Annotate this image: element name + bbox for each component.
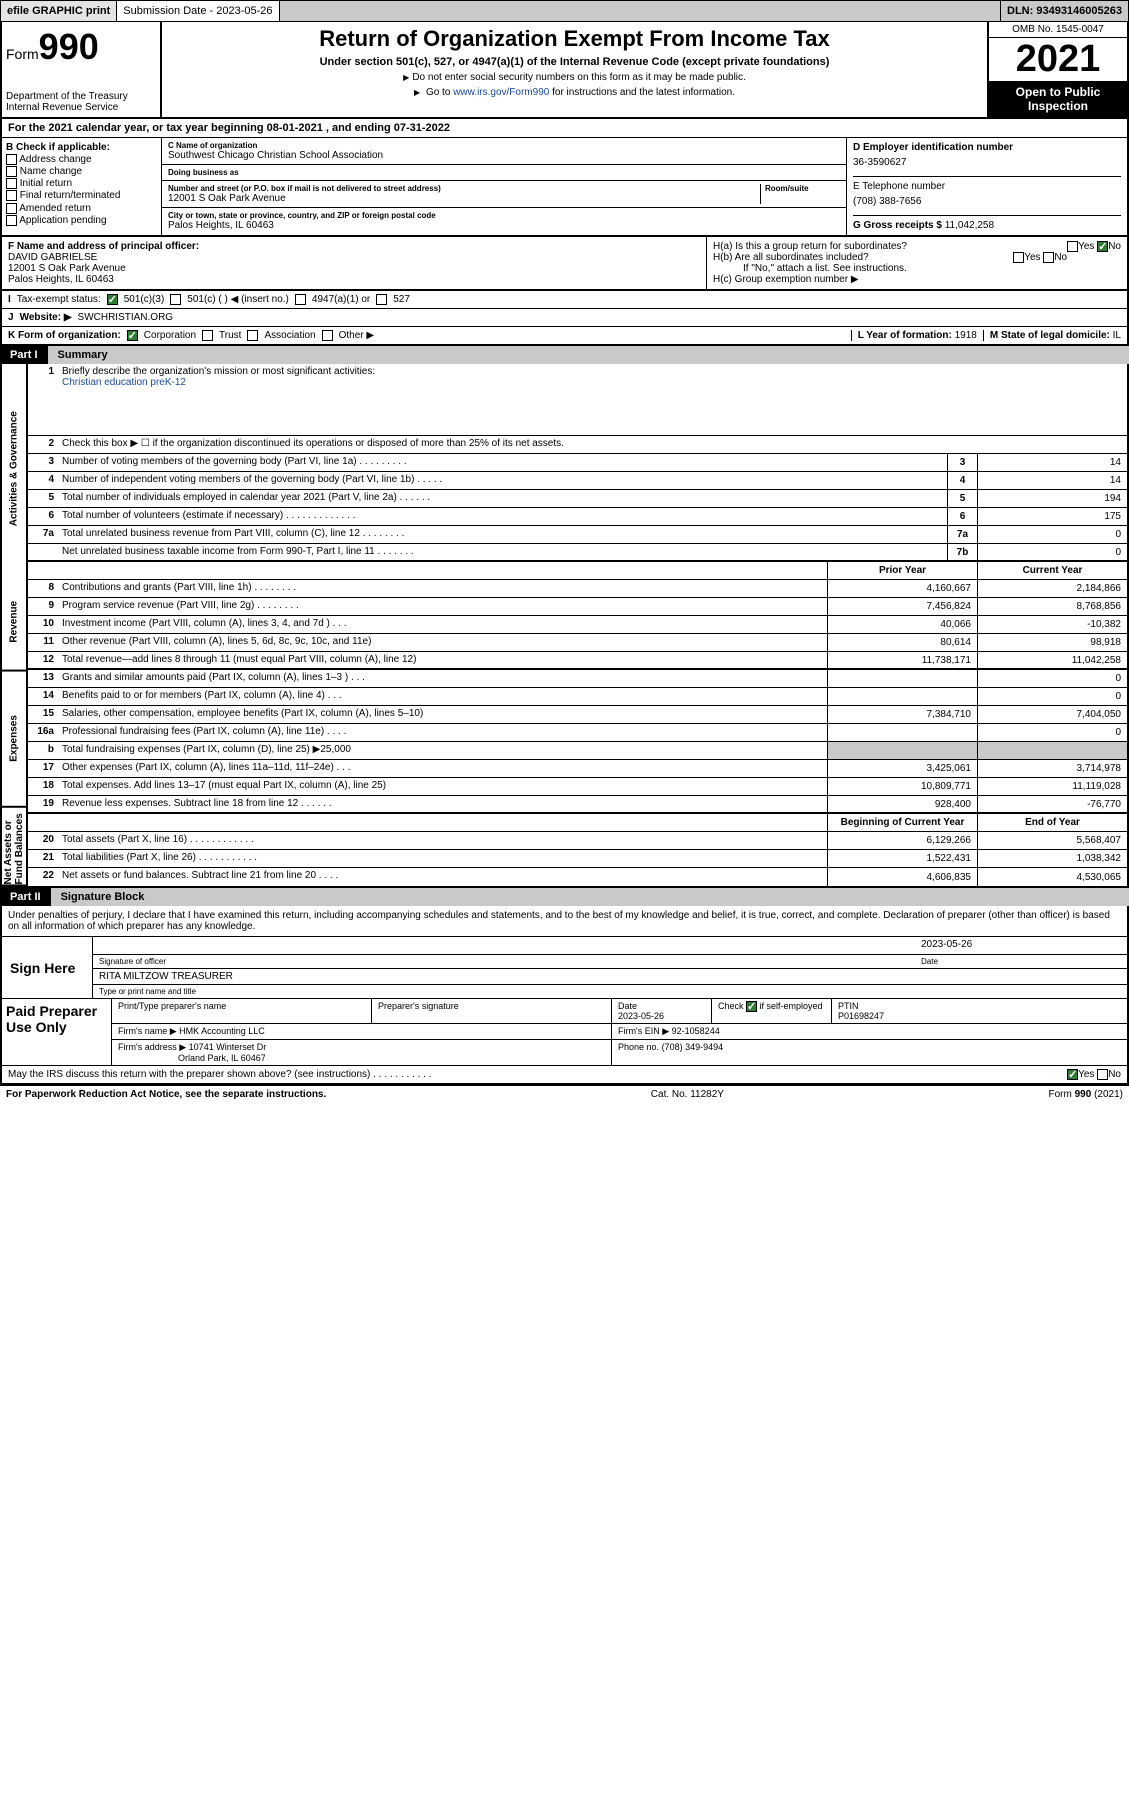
col-d-ein-tel: D Employer identification number 36-3590…	[847, 138, 1127, 235]
form-title: Return of Organization Exempt From Incom…	[170, 26, 979, 52]
boy-eoy-header: Beginning of Current YearEnd of Year	[28, 814, 1127, 832]
city-state-zip: Palos Heights, IL 60463	[168, 220, 840, 231]
line-9: 9Program service revenue (Part VIII, lin…	[28, 598, 1127, 616]
line-6: 6Total number of volunteers (estimate if…	[28, 508, 1127, 526]
street-address: 12001 S Oak Park Avenue	[168, 193, 760, 204]
line-5: 5Total number of individuals employed in…	[28, 490, 1127, 508]
chk-501c[interactable]	[170, 294, 181, 305]
chk-corp[interactable]	[127, 330, 138, 341]
row-i-tax-status: ITax-exempt status: 501(c)(3) 501(c) ( )…	[0, 291, 1129, 309]
note-ssn: Do not enter social security numbers on …	[170, 72, 979, 83]
section-bcdeg: B Check if applicable: Address change Na…	[0, 137, 1129, 237]
chk-trust[interactable]	[202, 330, 213, 341]
line-21: 21Total liabilities (Part X, line 26) . …	[28, 850, 1127, 868]
line-3: 3Number of voting members of the governi…	[28, 454, 1127, 472]
line-7a: 7aTotal unrelated business revenue from …	[28, 526, 1127, 544]
mission-text: Christian education preK-12	[62, 377, 186, 388]
submission-date: Submission Date - 2023-05-26	[117, 1, 279, 21]
chk-527[interactable]	[376, 294, 387, 305]
line-8: 8Contributions and grants (Part VIII, li…	[28, 580, 1127, 598]
chk-assoc[interactable]	[247, 330, 258, 341]
row-a-tax-year: For the 2021 calendar year, or tax year …	[0, 119, 1129, 137]
form-header: Form990 Department of the Treasury Inter…	[0, 22, 1129, 119]
line-7b: Net unrelated business taxable income fr…	[28, 544, 1127, 562]
summary-table: Activities & Governance Revenue Expenses…	[0, 364, 1129, 888]
chk-app-pending[interactable]: Application pending	[6, 215, 157, 226]
topbar: efile GRAPHIC print Submission Date - 20…	[0, 0, 1129, 22]
row-j-website: JWebsite: ▶ SWCHRISTIAN.ORG	[0, 309, 1129, 327]
discuss-row: May the IRS discuss this return with the…	[2, 1065, 1127, 1083]
chk-final-return[interactable]: Final return/terminated	[6, 190, 157, 201]
chk-other[interactable]	[322, 330, 333, 341]
tax-year: 2021	[989, 38, 1127, 81]
line-11: 11Other revenue (Part VIII, column (A), …	[28, 634, 1127, 652]
line-10: 10Investment income (Part VIII, column (…	[28, 616, 1127, 634]
efile-print-button[interactable]: efile GRAPHIC print	[1, 1, 117, 21]
line-12: 12Total revenue—add lines 8 through 11 (…	[28, 652, 1127, 670]
vlabel-expenses: Expenses	[2, 672, 26, 808]
line-15: 15Salaries, other compensation, employee…	[28, 706, 1127, 724]
line-16b: bTotal fundraising expenses (Part IX, co…	[28, 742, 1127, 760]
line-13: 13Grants and similar amounts paid (Part …	[28, 670, 1127, 688]
telephone: (708) 388-7656	[853, 192, 1121, 211]
gross-receipts: 11,042,258	[945, 220, 994, 231]
line-19: 19Revenue less expenses. Subtract line 1…	[28, 796, 1127, 814]
section-fh: F Name and address of principal officer:…	[0, 237, 1129, 291]
omb-number: OMB No. 1545-0047	[989, 22, 1127, 38]
chk-name-change[interactable]: Name change	[6, 166, 157, 177]
chk-amended[interactable]: Amended return	[6, 203, 157, 214]
chk-initial-return[interactable]: Initial return	[6, 178, 157, 189]
website[interactable]: SWCHRISTIAN.ORG	[78, 312, 174, 323]
principal-officer: F Name and address of principal officer:…	[2, 237, 707, 289]
signature-section: Under penalties of perjury, I declare th…	[0, 906, 1129, 1085]
ein: 36-3590627	[853, 153, 1121, 172]
line-1: 1 Briefly describe the organization's mi…	[28, 364, 1127, 436]
line-22: 22Net assets or fund balances. Subtract …	[28, 868, 1127, 886]
col-c-org-info: C Name of organization Southwest Chicago…	[162, 138, 847, 235]
group-return: H(a) Is this a group return for subordin…	[707, 237, 1127, 289]
form-number: Form990	[6, 26, 156, 68]
irs-link[interactable]: www.irs.gov/Form990	[453, 87, 549, 98]
vlabel-netassets: Net Assets or Fund Balances	[2, 808, 26, 886]
vlabel-governance: Activities & Governance	[2, 364, 26, 574]
line-4: 4Number of independent voting members of…	[28, 472, 1127, 490]
form-subtitle: Under section 501(c), 527, or 4947(a)(1)…	[170, 56, 979, 68]
open-inspection: Open to Public Inspection	[989, 81, 1127, 117]
line-16a: 16aProfessional fundraising fees (Part I…	[28, 724, 1127, 742]
chk-discuss-no[interactable]	[1097, 1069, 1108, 1080]
line-18: 18Total expenses. Add lines 13–17 (must …	[28, 778, 1127, 796]
vlabel-revenue: Revenue	[2, 574, 26, 672]
chk-4947[interactable]	[295, 294, 306, 305]
line-20: 20Total assets (Part X, line 16) . . . .…	[28, 832, 1127, 850]
dept-label: Department of the Treasury Internal Reve…	[6, 91, 156, 113]
line-14: 14Benefits paid to or for members (Part …	[28, 688, 1127, 706]
chk-501c3[interactable]	[107, 294, 118, 305]
org-name: Southwest Chicago Christian School Assoc…	[168, 150, 840, 161]
prior-current-header: Prior YearCurrent Year	[28, 562, 1127, 580]
sign-here-label: Sign Here	[2, 937, 92, 998]
col-b-checkboxes: B Check if applicable: Address change Na…	[2, 138, 162, 235]
perjury-declaration: Under penalties of perjury, I declare th…	[2, 906, 1127, 937]
chk-discuss-yes[interactable]	[1067, 1069, 1078, 1080]
part2-header: Part II Signature Block	[0, 888, 1129, 906]
paid-preparer: Paid Preparer Use Only Print/Type prepar…	[2, 998, 1127, 1065]
page-footer: For Paperwork Reduction Act Notice, see …	[0, 1085, 1129, 1103]
part1-header: Part I Summary	[0, 346, 1129, 364]
dln-label: DLN: 93493146005263	[1000, 1, 1128, 21]
line-2: 2Check this box ▶ ☐ if the organization …	[28, 436, 1127, 454]
row-k-form-org: K Form of organization: Corporation Trus…	[0, 327, 1129, 346]
line-17: 17Other expenses (Part IX, column (A), l…	[28, 760, 1127, 778]
note-link: Go to www.irs.gov/Form990 for instructio…	[170, 87, 979, 98]
chk-address-change[interactable]: Address change	[6, 154, 157, 165]
